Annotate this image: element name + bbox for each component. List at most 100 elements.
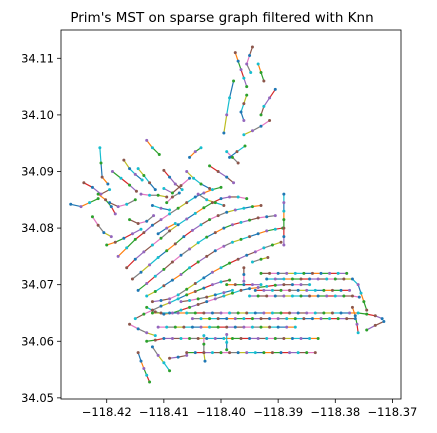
mst-edge — [166, 223, 176, 229]
graph-node — [248, 336, 252, 340]
graph-node — [276, 317, 280, 321]
graph-node — [282, 209, 286, 213]
graph-node — [250, 45, 254, 49]
graph-node — [102, 231, 106, 235]
graph-node — [268, 317, 272, 321]
mst-edge — [212, 281, 222, 286]
graph-node — [322, 311, 326, 315]
x-tick-label: −118.41 — [139, 405, 189, 419]
mst-edge — [206, 199, 216, 204]
graph-node — [134, 189, 138, 193]
graph-node — [305, 311, 309, 315]
mst-edge — [263, 97, 271, 107]
graph-node — [242, 266, 246, 270]
graph-node — [216, 317, 220, 321]
graph-node — [110, 169, 114, 173]
mst-edge — [172, 185, 182, 194]
graph-node — [213, 293, 217, 297]
graph-node — [282, 218, 286, 222]
graph-node — [196, 302, 200, 306]
graph-node — [270, 288, 274, 292]
graph-node — [233, 325, 237, 329]
graph-node — [165, 249, 169, 253]
graph-node — [199, 182, 203, 186]
graph-node — [345, 317, 349, 321]
mst-edge — [146, 290, 156, 297]
graph-node — [179, 308, 183, 312]
graph-node — [310, 317, 314, 321]
graph-node — [170, 336, 174, 340]
graph-node — [168, 297, 172, 301]
graph-node — [142, 231, 146, 235]
graph-node — [228, 195, 232, 199]
graph-node — [219, 351, 223, 355]
graph-node — [319, 317, 323, 321]
graph-node — [248, 235, 252, 239]
graph-node — [153, 334, 157, 338]
graph-node — [299, 294, 303, 298]
graph-node — [142, 250, 146, 254]
graph-node — [162, 267, 166, 271]
graph-node — [242, 272, 246, 276]
graph-node — [150, 223, 154, 227]
graph-node — [350, 305, 354, 309]
mst-edge — [169, 224, 179, 232]
mst-edge — [186, 196, 196, 204]
graph-node — [225, 332, 229, 336]
graph-node — [122, 158, 126, 162]
graph-node — [202, 334, 206, 338]
graph-node — [259, 257, 263, 261]
mst-edge — [140, 264, 150, 273]
mst-edge — [174, 236, 185, 245]
mst-edges — [70, 46, 385, 383]
graph-node — [273, 87, 277, 91]
graph-node — [133, 172, 137, 176]
graph-node — [339, 311, 343, 315]
graph-node — [265, 277, 269, 281]
graph-node — [355, 322, 359, 326]
mst-edge — [177, 294, 187, 300]
graph-node — [145, 294, 149, 298]
graph-node — [290, 283, 294, 287]
graph-node — [205, 254, 209, 258]
graph-node — [219, 185, 223, 189]
graph-node — [259, 124, 263, 128]
graph-node — [222, 291, 226, 295]
graph-node — [256, 294, 260, 298]
graph-node — [196, 192, 200, 196]
graph-node — [225, 340, 229, 344]
graph-node — [153, 338, 157, 342]
mst-edge — [228, 80, 235, 99]
mst-edge — [126, 258, 136, 269]
mst-edge — [223, 114, 228, 134]
graph-node — [193, 289, 197, 293]
graph-node — [90, 185, 94, 189]
graph-node — [136, 222, 140, 226]
graph-node — [268, 119, 272, 123]
graph-node — [96, 223, 100, 227]
mst-edge — [97, 193, 106, 201]
mst-edge — [89, 198, 99, 204]
mst-edge — [180, 248, 190, 256]
graph-node — [140, 178, 144, 182]
mst-edge — [260, 120, 270, 127]
graph-node — [216, 214, 220, 218]
graph-node — [330, 288, 334, 292]
graph-node — [168, 229, 172, 233]
graph-node — [210, 270, 214, 274]
graph-node — [156, 256, 160, 260]
mst-edge — [249, 233, 259, 238]
mst-edge — [203, 284, 213, 289]
mst-edge — [229, 258, 239, 264]
graph-node — [253, 311, 257, 315]
graph-node — [185, 311, 189, 315]
graph-node — [362, 300, 366, 304]
graph-node — [242, 102, 246, 106]
graph-node — [242, 133, 246, 137]
graph-node — [288, 351, 292, 355]
graph-node — [182, 235, 186, 239]
mst-edge — [232, 238, 242, 243]
graph-node — [310, 271, 314, 275]
mst-edge — [203, 271, 213, 279]
graph-node — [196, 241, 200, 245]
